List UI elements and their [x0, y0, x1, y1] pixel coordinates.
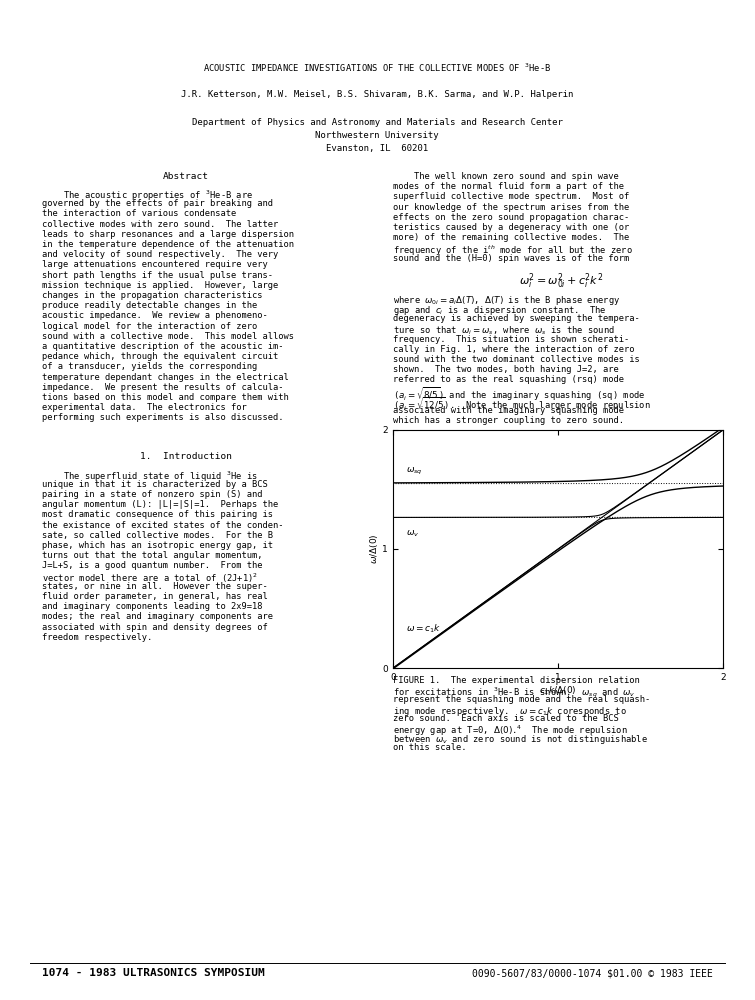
Text: energy gap at T=0, $\Delta(0)$.$^4$  The mode repulsion: energy gap at T=0, $\Delta(0)$.$^4$ The … [393, 724, 627, 738]
Text: in the temperature dependence of the attenuation: in the temperature dependence of the att… [42, 240, 294, 249]
Text: unique in that it is characterized by a BCS: unique in that it is characterized by a … [42, 480, 268, 489]
Text: most dramatic consequence of this pairing is: most dramatic consequence of this pairin… [42, 510, 273, 519]
Text: where $\omega_{0i}= a_i\Delta(T)$, $\Delta(T)$ is the B phase energy: where $\omega_{0i}= a_i\Delta(T)$, $\Del… [393, 294, 621, 307]
Text: states, or nine in all.  However the super-: states, or nine in all. However the supe… [42, 582, 268, 591]
Text: freedom respectively.: freedom respectively. [42, 633, 153, 642]
Text: which has a stronger coupling to zero sound.: which has a stronger coupling to zero so… [393, 416, 624, 425]
Text: ACOUSTIC IMPEDANCE INVESTIGATIONS OF THE COLLECTIVE MODES OF $^3$He-B: ACOUSTIC IMPEDANCE INVESTIGATIONS OF THE… [203, 62, 551, 74]
Text: of a transducer, yields the corresponding: of a transducer, yields the correspondin… [42, 362, 257, 371]
Text: the existance of excited states of the conden-: the existance of excited states of the c… [42, 521, 283, 530]
Text: teristics caused by a degeneracy with one (or: teristics caused by a degeneracy with on… [393, 223, 629, 232]
Text: performing such experiments is also discussed.: performing such experiments is also disc… [42, 413, 283, 422]
Text: pedance which, through the equivalent circuit: pedance which, through the equivalent ci… [42, 352, 279, 361]
Text: phase, which has an isotropic energy gap, it: phase, which has an isotropic energy gap… [42, 541, 273, 550]
Text: FIGURE 1.  The experimental dispersion relation: FIGURE 1. The experimental dispersion re… [393, 676, 639, 685]
Text: our knowledge of the spectrum arises from the: our knowledge of the spectrum arises fro… [393, 203, 629, 212]
Text: impedance.  We present the results of calcula-: impedance. We present the results of cal… [42, 383, 283, 392]
Text: for excitations in $^3$He-B is shown.  $\omega_{sq}$ and $\omega_v$: for excitations in $^3$He-B is shown. $\… [393, 686, 636, 700]
Text: a quantitative description of the acoustic im-: a quantitative description of the acoust… [42, 342, 283, 351]
Text: sound with a collective mode.  This model allows: sound with a collective mode. This model… [42, 332, 294, 341]
Text: the interaction of various condensate: the interaction of various condensate [42, 209, 236, 218]
Text: and imaginary components leading to 2x9=18: and imaginary components leading to 2x9=… [42, 602, 263, 611]
Text: fluid order parameter, in general, has real: fluid order parameter, in general, has r… [42, 592, 268, 601]
Text: The acoustic properties of $^3$He-B are: The acoustic properties of $^3$He-B are [42, 189, 253, 203]
Text: degeneracy is achieved by sweeping the tempera-: degeneracy is achieved by sweeping the t… [393, 314, 639, 323]
Text: associated with the imaginary squashing mode: associated with the imaginary squashing … [393, 406, 624, 415]
Text: The superfluid state of liquid $^3$He is: The superfluid state of liquid $^3$He is [42, 470, 258, 484]
Text: $\omega_{sq}$: $\omega_{sq}$ [406, 465, 423, 477]
Text: 1074 - 1983 ULTRASONICS SYMPOSIUM: 1074 - 1983 ULTRASONICS SYMPOSIUM [42, 968, 265, 978]
Text: $\omega_i^2 = \omega_{0i}^2 + c_i^2k^2$: $\omega_i^2 = \omega_{0i}^2 + c_i^2k^2$ [519, 272, 604, 291]
Text: Northwestern University: Northwestern University [315, 131, 439, 140]
Text: large attenuations encountered require very: large attenuations encountered require v… [42, 260, 268, 269]
Text: ing mode respectively.  $\omega = c_1k$ coresponds to: ing mode respectively. $\omega = c_1k$ c… [393, 704, 627, 718]
Text: ($a_i = \sqrt{8/5}$) and the imaginary squashing (sq) mode: ($a_i = \sqrt{8/5}$) and the imaginary s… [393, 386, 646, 403]
Text: The well known zero sound and spin wave: The well known zero sound and spin wave [393, 172, 619, 181]
Text: tions based on this model and compare them with: tions based on this model and compare th… [42, 393, 288, 402]
Text: between $\omega_v$ and zero sound is not distinguishable: between $\omega_v$ and zero sound is not… [393, 733, 648, 746]
Text: gap and $c_i$ is a dispersion constant.  The: gap and $c_i$ is a dispersion constant. … [393, 304, 607, 317]
Text: J=L+S, is a good quantum number.  From the: J=L+S, is a good quantum number. From th… [42, 561, 263, 570]
Text: governed by the effects of pair breaking and: governed by the effects of pair breaking… [42, 199, 273, 208]
Text: $\omega_v$: $\omega_v$ [406, 528, 420, 539]
Text: J.R. Ketterson, M.W. Meisel, B.S. Shivaram, B.K. Sarma, and W.P. Halperin: J.R. Ketterson, M.W. Meisel, B.S. Shivar… [180, 90, 573, 99]
Text: ($a_i = \sqrt{12/5}$).  Note the much larger mode repulsion: ($a_i = \sqrt{12/5}$). Note the much lar… [393, 396, 651, 413]
Text: angular momentum (L): |L|=|S|=1.  Perhaps the: angular momentum (L): |L|=|S|=1. Perhaps… [42, 500, 279, 509]
Text: more) of the remaining collective modes.  The: more) of the remaining collective modes.… [393, 233, 629, 242]
Text: referred to as the real squashing (rsq) mode: referred to as the real squashing (rsq) … [393, 375, 624, 384]
Text: experimental data.  The electronics for: experimental data. The electronics for [42, 403, 247, 412]
Text: acoustic impedance.  We review a phenomeno-: acoustic impedance. We review a phenomen… [42, 311, 268, 320]
Text: zero sound.  Each axis is scaled to the BCS: zero sound. Each axis is scaled to the B… [393, 714, 619, 723]
X-axis label: $c_1k/\Delta(0)$: $c_1k/\Delta(0)$ [539, 685, 577, 697]
Text: Abstract: Abstract [163, 172, 209, 181]
Text: collective modes with zero sound.  The latter: collective modes with zero sound. The la… [42, 220, 279, 229]
Text: turns out that the total angular momentum,: turns out that the total angular momentu… [42, 551, 263, 560]
Text: 0090-5607/83/0000-1074 $01.00 © 1983 IEEE: 0090-5607/83/0000-1074 $01.00 © 1983 IEE… [472, 968, 713, 978]
Text: 1.  Introduction: 1. Introduction [140, 452, 232, 461]
Text: temperature dependant changes in the electrical: temperature dependant changes in the ele… [42, 373, 288, 382]
Text: frequency.  This situation is shown scherati-: frequency. This situation is shown scher… [393, 335, 629, 344]
Text: superfluid collective mode spectrum.  Most of: superfluid collective mode spectrum. Mos… [393, 192, 629, 201]
Text: represent the squashing mode and the real squash-: represent the squashing mode and the rea… [393, 695, 650, 704]
Y-axis label: $\omega/\Delta(0)$: $\omega/\Delta(0)$ [368, 534, 380, 564]
Text: and velocity of sound respectively.  The very: and velocity of sound respectively. The … [42, 250, 279, 259]
Text: modes of the normal fluid form a part of the: modes of the normal fluid form a part of… [393, 182, 624, 191]
Text: mission technique is applied.  However, large: mission technique is applied. However, l… [42, 281, 279, 290]
Text: logical model for the interaction of zero: logical model for the interaction of zer… [42, 322, 257, 331]
Text: Evanston, IL  60201: Evanston, IL 60201 [326, 144, 428, 153]
Text: frequency of the i$^{th}$ mode for all but the zero: frequency of the i$^{th}$ mode for all b… [393, 243, 633, 258]
Text: shown.  The two modes, both having J=2, are: shown. The two modes, both having J=2, a… [393, 365, 619, 374]
Text: on this scale.: on this scale. [393, 742, 467, 752]
Text: Department of Physics and Astronomy and Materials and Research Center: Department of Physics and Astronomy and … [192, 118, 562, 127]
Text: pairing in a state of nonzero spin (S) and: pairing in a state of nonzero spin (S) a… [42, 490, 263, 499]
Text: produce readily detectable changes in the: produce readily detectable changes in th… [42, 301, 257, 310]
Text: leads to sharp resonances and a large dispersion: leads to sharp resonances and a large di… [42, 230, 294, 239]
Text: associated with spin and density degrees of: associated with spin and density degrees… [42, 623, 268, 632]
Text: changes in the propagation characteristics: changes in the propagation characteristi… [42, 291, 263, 300]
Text: $\omega=c_1k$: $\omega=c_1k$ [406, 623, 442, 635]
Text: sound with the two dominant collective modes is: sound with the two dominant collective m… [393, 355, 639, 364]
Text: sound and the (H=0) spin waves is of the form: sound and the (H=0) spin waves is of the… [393, 254, 629, 263]
Text: short path lengths if the usual pulse trans-: short path lengths if the usual pulse tr… [42, 271, 273, 280]
Text: ture so that $\omega_i=\omega_s$, where $\omega_s$ is the sound: ture so that $\omega_i=\omega_s$, where … [393, 324, 615, 337]
Text: effects on the zero sound propagation charac-: effects on the zero sound propagation ch… [393, 213, 629, 222]
Text: sate, so called collective modes.  For the B: sate, so called collective modes. For th… [42, 531, 273, 540]
Text: vector model there are a total of (2J+1)$^2$: vector model there are a total of (2J+1)… [42, 572, 258, 585]
Text: cally in Fig. 1, where the interaction of zero: cally in Fig. 1, where the interaction o… [393, 345, 634, 354]
Text: modes; the real and imaginary components are: modes; the real and imaginary components… [42, 612, 273, 621]
